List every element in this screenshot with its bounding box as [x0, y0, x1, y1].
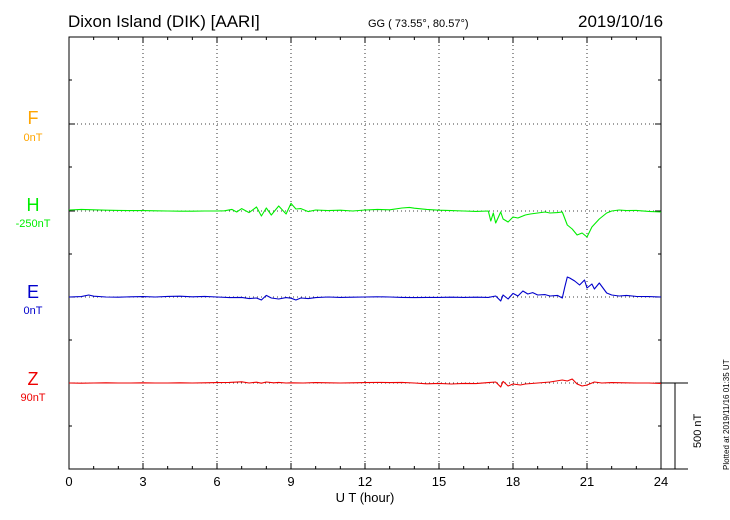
series-offset-z: 90nT	[20, 392, 46, 404]
geographic-coordinates: GG ( 73.55°, 80.57°)	[368, 18, 469, 30]
series-label-f: F	[27, 108, 39, 128]
plot-date: 2019/10/16	[578, 12, 664, 31]
series-line-h	[68, 202, 662, 238]
series-offset-e: 0nT	[23, 305, 43, 317]
series-line-z	[68, 378, 662, 388]
x-axis-title: U T (hour)	[336, 490, 395, 505]
series-label-z: Z	[27, 369, 39, 389]
x-tick-label: 0	[65, 474, 72, 489]
x-tick-label: 18	[506, 474, 520, 489]
x-tick-label: 15	[432, 474, 446, 489]
series-offset-f: 0nT	[23, 132, 43, 144]
x-tick-label: 12	[358, 474, 372, 489]
plotted-timestamp: Plotted at 2019/11/16 01:35 UT	[722, 359, 730, 470]
station-title: Dixon Island (DIK) [AARI]	[68, 12, 260, 31]
x-tick-label: 21	[580, 474, 594, 489]
x-tick-label: 9	[287, 474, 294, 489]
scale-bar-label: 500 nT	[692, 413, 704, 448]
x-tick-label: 24	[654, 474, 668, 489]
series-offset-h: -250nT	[15, 218, 51, 230]
series-label-e: E	[26, 282, 39, 302]
series-line-e	[68, 276, 662, 302]
series-label-h: H	[26, 195, 40, 215]
x-tick-label: 3	[139, 474, 146, 489]
x-tick-label: 6	[213, 474, 220, 489]
